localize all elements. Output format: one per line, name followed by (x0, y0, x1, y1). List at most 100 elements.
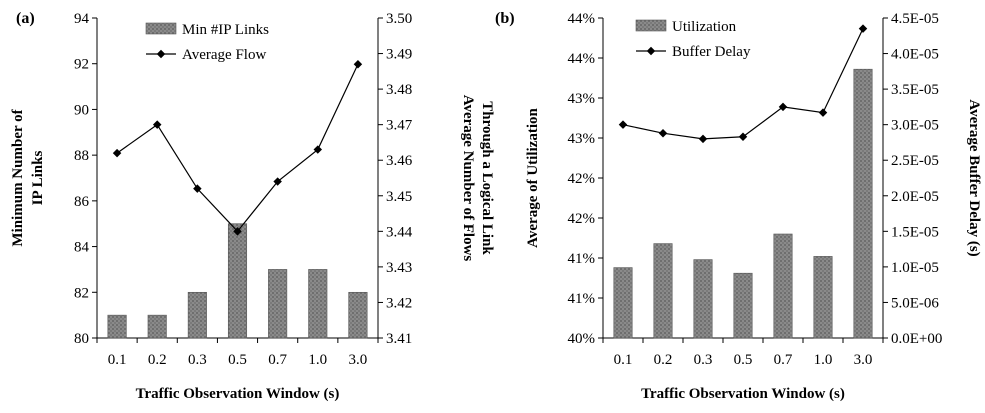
y-right-tick-label: 3.42 (386, 295, 412, 311)
y-left-tick-label: 90 (74, 102, 89, 118)
bar (268, 269, 288, 339)
legend-bar-swatch (145, 22, 177, 35)
x-tick-label: 0.1 (614, 352, 633, 368)
y-right-tick-label: 2.0E-05 (891, 189, 939, 205)
x-tick-label: 0.7 (268, 352, 287, 368)
legend-bar-label: Min #IP Links (182, 22, 269, 38)
y-left-axis-title: IP Links (30, 151, 46, 206)
bar (733, 272, 753, 339)
x-tick-label: 0.2 (654, 352, 673, 368)
line-point (778, 102, 788, 112)
bar (187, 291, 207, 339)
y-left-tick-label: 43% (568, 131, 596, 147)
x-tick-label: 0.5 (228, 352, 247, 368)
y-left-tick-label: 43% (568, 91, 596, 107)
line-point (233, 227, 242, 236)
y-left-tick-label: 84 (74, 240, 90, 256)
line-point (193, 184, 202, 193)
y-right-tick-label: 1.5E-05 (891, 224, 939, 240)
line-point (273, 177, 282, 186)
line-point (658, 128, 668, 138)
x-tick-label: 0.5 (734, 352, 753, 368)
bar (308, 269, 328, 339)
line-point (618, 120, 628, 129)
y-left-axis-title: Average of Utilization (525, 108, 541, 248)
bar (773, 233, 793, 339)
bar (348, 291, 368, 339)
x-tick-label: 0.3 (694, 352, 713, 368)
y-left-axis-title: Minimum Number of (10, 108, 26, 246)
y-left-tick-label: 82 (74, 285, 89, 301)
y-right-tick-label: 3.41 (386, 331, 412, 347)
y-left-tick-label: 92 (74, 57, 89, 73)
y-left-tick-label: 44% (568, 11, 596, 27)
bar (107, 314, 127, 339)
line-point (858, 24, 868, 33)
y-right-tick-label: 3.5E-05 (891, 82, 939, 98)
line-point (738, 132, 748, 141)
bar (653, 243, 673, 339)
y-right-tick-label: 3.46 (386, 153, 413, 169)
y-right-tick-label: 5.0E-06 (891, 295, 939, 311)
y-right-tick-label: 0.0E+00 (891, 331, 942, 347)
y-right-axis-title: Average Buffer Delay (s) (966, 99, 982, 256)
x-tick-label: 0.2 (148, 352, 167, 368)
y-right-axis-title: Average Number of Flows (460, 95, 476, 262)
y-left-tick-label: 41% (568, 291, 596, 307)
line-point (313, 145, 323, 154)
bar (813, 256, 833, 339)
legend-line-label: Buffer Delay (672, 44, 751, 60)
y-left-tick-label: 94 (74, 11, 90, 27)
bar (853, 68, 873, 339)
line-point (818, 108, 828, 117)
x-tick-label: 0.3 (188, 352, 207, 368)
y-right-tick-label: 3.49 (386, 47, 412, 63)
line-point (698, 134, 708, 144)
line-series (116, 63, 359, 233)
x-tick-label: 1.0 (814, 352, 833, 368)
line-point (112, 148, 122, 158)
legend-line-marker (646, 46, 656, 56)
line-point (353, 59, 363, 69)
chart-panel-b: (b) 40% 41% 41% 42% 42% 43% 43% 44% 44% 0.0E+00 5.0… (495, 10, 982, 402)
bar (147, 314, 167, 339)
legend-line-label: Average Flow (182, 47, 266, 63)
x-axis-title: Traffic Observation Window (s) (641, 386, 845, 402)
y-right-axis-title: Through a Logical Link (479, 101, 495, 255)
y-right-tick-label: 3.47 (386, 118, 413, 134)
y-right-tick-label: 2.5E-05 (891, 153, 939, 169)
bar (613, 267, 633, 339)
y-left-tick-label: 42% (568, 211, 596, 227)
y-left-tick-label: 41% (568, 251, 596, 267)
panel-label: (b) (495, 10, 515, 27)
bar (227, 223, 248, 339)
legend-line-marker (156, 49, 166, 59)
y-right-tick-label: 3.48 (386, 82, 412, 98)
y-right-tick-label: 4.5E-05 (891, 11, 939, 27)
y-right-tick-label: 3.45 (386, 189, 412, 205)
x-tick-label: 0.7 (774, 352, 793, 368)
x-tick-label: 0.1 (108, 352, 127, 368)
x-axis-title: Traffic Observation Window (s) (136, 386, 340, 402)
x-tick-label: 1.0 (308, 352, 327, 368)
legend-bar-swatch (635, 19, 667, 32)
x-tick-label: 3.0 (854, 352, 873, 368)
y-left-tick-label: 80 (74, 331, 89, 347)
y-right-tick-label: 3.43 (386, 260, 412, 276)
y-left-tick-label: 86 (74, 194, 90, 210)
y-right-tick-label: 3.50 (386, 11, 412, 27)
y-right-tick-label: 1.0E-05 (891, 260, 939, 276)
x-tick-label: 3.0 (349, 352, 368, 368)
y-right-tick-label: 3.0E-05 (891, 118, 939, 134)
bar (693, 259, 713, 339)
chart-panel-a: (a) 80 82 84 86 88 90 92 94 3.41 3.42 3.43 3.44 3.45 3… (10, 10, 495, 402)
y-left-tick-label: 44% (568, 51, 596, 67)
legend-bar-label: Utilization (672, 19, 737, 35)
panel-label: (a) (16, 10, 35, 27)
y-left-tick-label: 42% (568, 171, 596, 187)
y-right-tick-label: 3.44 (386, 224, 413, 240)
y-left-tick-label: 40% (568, 331, 596, 347)
y-right-tick-label: 4.0E-05 (891, 47, 939, 63)
line-point (152, 120, 162, 129)
